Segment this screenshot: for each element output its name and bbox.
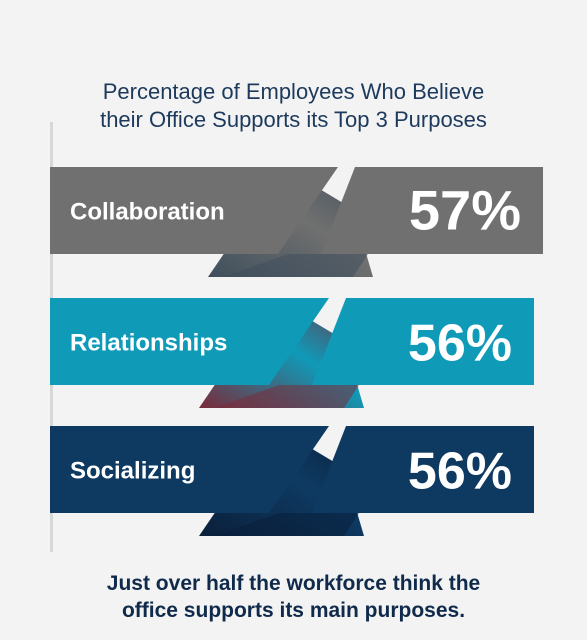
bar-right-0 [321,167,543,254]
chart-title-line-2: their Office Supports its Top 3 Purposes [100,107,487,132]
footer-line-2: office supports its main purposes. [121,599,466,622]
bar-right-2 [312,426,534,513]
bar-shadow-1 [214,385,359,408]
bar-label-1: Relationships [70,330,227,357]
chart-title: Percentage of Employees Who Believe thei… [0,78,587,134]
bar-shadow-0 [223,254,368,277]
bar-left-2 [50,426,329,513]
bar-value-1: 56% [408,315,512,373]
bar-value-2: 56% [408,443,512,501]
bar-left-0 [50,167,338,254]
bar-right-1 [312,298,534,385]
footer-line-1: Just over half the workforce think the [106,572,481,595]
bar-label-2: Socializing [70,458,195,485]
bar-value-0: 57% [409,179,521,242]
bar-left-1 [50,298,329,385]
footer-note: Just over half the workforce think the o… [0,570,587,624]
bar-label-0: Collaboration [70,199,225,226]
chart-title-line-1: Percentage of Employees Who Believe [102,79,485,104]
bar-shadow-2 [214,513,359,536]
